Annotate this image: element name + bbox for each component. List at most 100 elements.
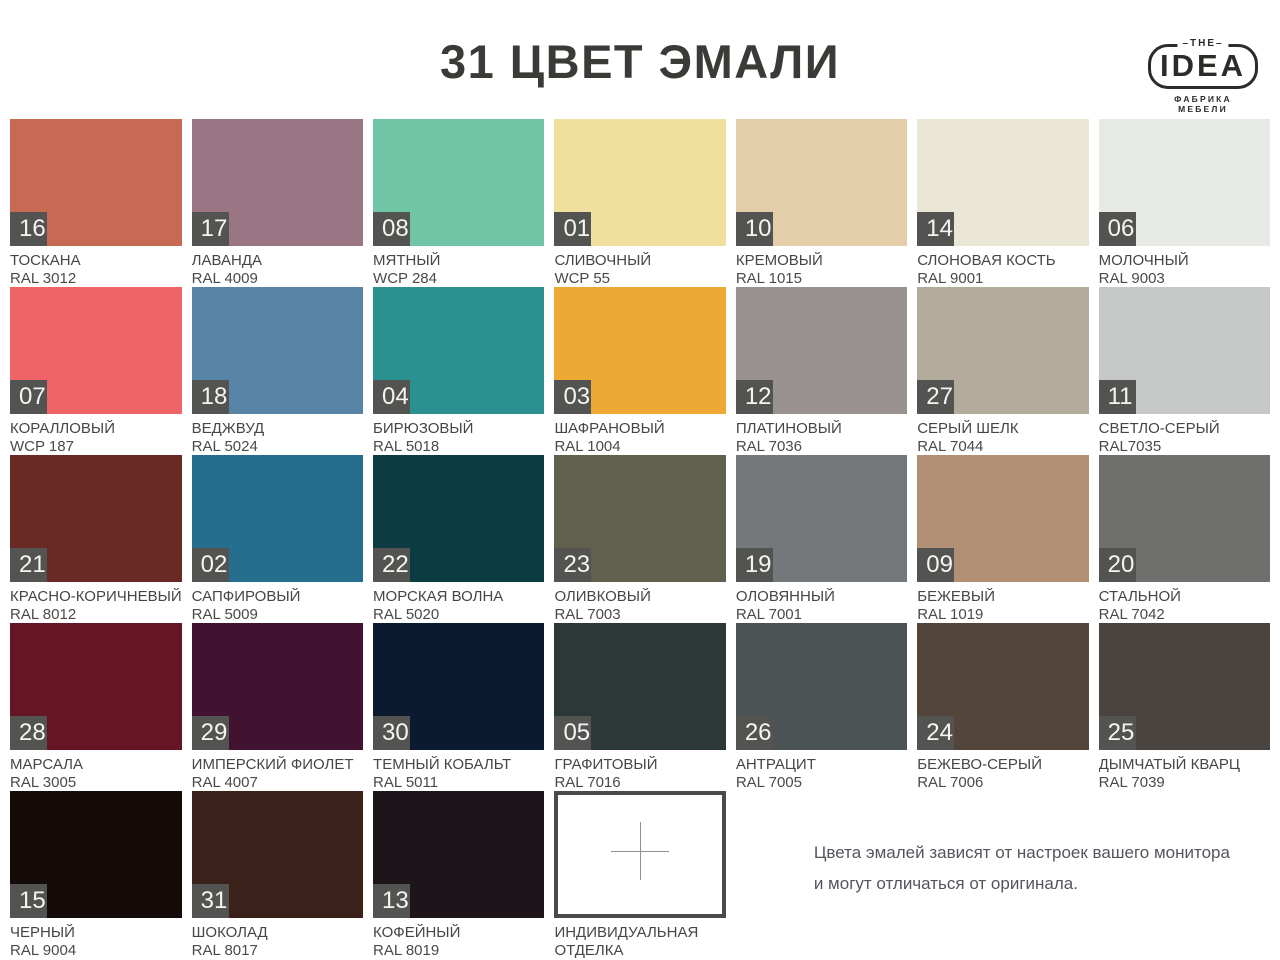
color-swatch-22[interactable]: 22 — [373, 455, 545, 582]
color-swatch-29[interactable]: 29 — [191, 623, 364, 750]
color-swatch-19[interactable]: 19 — [735, 455, 908, 582]
swatch-label: САПФИРОВЫЙ RAL 5009 — [192, 588, 363, 624]
swatch-label: КОФЕЙНЫЙ RAL 8019 — [373, 924, 544, 960]
swatch-number-badge: 24 — [917, 716, 955, 750]
swatch-cell: 12 ПЛАТИНОВЫЙ RAL 7036 — [735, 287, 908, 455]
color-swatch-25[interactable]: 25 — [1098, 623, 1270, 750]
swatch-name: КОФЕЙНЫЙ — [373, 924, 461, 941]
logo-frame: THE IDEA — [1148, 38, 1258, 89]
swatch-cell: 22 МОРСКАЯ ВОЛНА RAL 5020 — [373, 455, 545, 624]
swatch-label: МОЛОЧНЫЙ RAL 9003 — [1099, 252, 1270, 288]
color-swatch-23[interactable]: 23 — [554, 455, 726, 582]
swatch-cell: 15 ЧЕРНЫЙ RAL 9004 — [10, 791, 182, 959]
swatch-code: RAL 1015 — [735, 270, 802, 287]
swatch-name: БЕЖЕВО-СЕРЫЙ — [917, 756, 1042, 773]
swatch-code: RAL 7003 — [554, 606, 621, 623]
swatch-cell: 11 СВЕТЛО-СЕРЫЙ RAL7035 — [1098, 287, 1270, 455]
swatch-name: СЕРЫЙ ШЕЛК — [917, 420, 1019, 437]
color-swatch-15[interactable]: 15 — [10, 791, 182, 918]
swatch-name: ВЕДЖВУД — [191, 420, 265, 437]
swatch-number-badge: 30 — [373, 716, 411, 750]
swatch-code: RAL 7016 — [554, 774, 621, 791]
custom-finish-label-line1: ИНДИВИДУАЛЬНАЯ — [554, 924, 699, 941]
swatch-name: МОРСКАЯ ВОЛНА — [373, 588, 504, 605]
swatch-cell: 16 ТОСКАНА RAL 3012 — [10, 119, 182, 287]
swatch-cell: 24 БЕЖЕВО-СЕРЫЙ RAL 7006 — [917, 623, 1089, 791]
swatch-code: RAL 7039 — [1098, 774, 1165, 791]
swatch-name: СЛИВОЧНЫЙ — [554, 252, 652, 269]
color-swatch-18[interactable]: 18 — [191, 287, 364, 414]
color-swatch-26[interactable]: 26 — [735, 623, 908, 750]
swatch-label: СЛОНОВАЯ КОСТЬ RAL 9001 — [917, 252, 1088, 288]
color-swatch-06[interactable]: 06 — [1098, 119, 1270, 246]
swatch-name: КОРАЛЛОВЫЙ — [10, 420, 115, 437]
color-swatch-16[interactable]: 16 — [10, 119, 182, 246]
swatch-cell: 07 КОРАЛЛОВЫЙ WCP 187 — [10, 287, 182, 455]
swatch-code: WCP 284 — [373, 270, 437, 287]
swatch-code: RAL 3012 — [10, 270, 77, 287]
swatch-cell: 10 КРЕМОВЫЙ RAL 1015 — [735, 119, 908, 288]
swatch-code: RAL 4009 — [191, 270, 258, 287]
color-swatch-20[interactable]: 20 — [1098, 455, 1270, 582]
swatch-name: ГРАФИТОВЫЙ — [554, 756, 658, 773]
swatch-name: СЛОНОВАЯ КОСТЬ — [917, 252, 1056, 269]
swatch-label: КРЕМОВЫЙ RAL 1015 — [736, 252, 907, 288]
color-swatch-09[interactable]: 09 — [917, 455, 1089, 582]
swatch-label: БИРЮЗОВЫЙ RAL 5018 — [373, 420, 544, 456]
swatch-name: БИРЮЗОВЫЙ — [373, 420, 474, 437]
swatch-name: БЕЖЕВЫЙ — [917, 588, 995, 605]
color-swatch-10[interactable]: 10 — [735, 119, 908, 246]
swatch-label: МАРСАЛА RAL 3005 — [10, 756, 182, 792]
swatch-label: МОРСКАЯ ВОЛНА RAL 5020 — [373, 588, 544, 624]
swatch-cell: 14 СЛОНОВАЯ КОСТЬ RAL 9001 — [917, 119, 1089, 288]
color-swatch-17[interactable]: 17 — [191, 119, 364, 246]
logo-the-text: THE — [1177, 38, 1229, 49]
swatch-cell: 20 СТАЛЬНОЙ RAL 7042 — [1098, 455, 1270, 623]
swatch-cell: 31 ШОКОЛАД RAL 8017 — [191, 791, 364, 959]
swatch-cell: 13 КОФЕЙНЫЙ RAL 8019 — [373, 791, 545, 960]
color-swatch-08[interactable]: 08 — [373, 119, 545, 246]
color-swatch-12[interactable]: 12 — [735, 287, 908, 414]
custom-finish-tile[interactable] — [554, 791, 726, 918]
swatch-code: RAL 5018 — [373, 438, 440, 455]
color-swatch-14[interactable]: 14 — [917, 119, 1089, 246]
swatch-label: СЛИВОЧНЫЙ WCP 55 — [554, 252, 725, 288]
color-swatch-28[interactable]: 28 — [10, 623, 182, 750]
color-swatch-03[interactable]: 03 — [554, 287, 726, 414]
swatch-name: КРАСНО-КОРИЧНЕВЫЙ — [10, 588, 182, 605]
color-grid: 16 ТОСКАНА RAL 3012 17 ЛАВАНДА RAL 4009 08 МЯТН… — [10, 119, 1270, 959]
color-swatch-11[interactable]: 11 — [1098, 287, 1270, 414]
color-swatch-21[interactable]: 21 — [10, 455, 182, 582]
swatch-code: RAL 9004 — [10, 942, 77, 959]
swatch-code: RAL 5011 — [373, 774, 439, 791]
swatch-label: СЕРЫЙ ШЕЛК RAL 7044 — [917, 420, 1088, 456]
color-swatch-05[interactable]: 05 — [554, 623, 726, 750]
swatch-code: RAL 7044 — [917, 438, 984, 455]
swatch-cell: 30 ТЕМНЫЙ КОБАЛЬТ RAL 5011 — [373, 623, 545, 791]
swatch-code: RAL 7005 — [735, 774, 802, 791]
swatch-name: СВЕТЛО-СЕРЫЙ — [1098, 420, 1220, 437]
swatch-number-badge: 22 — [373, 548, 411, 582]
color-swatch-24[interactable]: 24 — [917, 623, 1089, 750]
swatch-cell: 09 БЕЖЕВЫЙ RAL 1019 — [917, 455, 1089, 623]
color-swatch-04[interactable]: 04 — [373, 287, 545, 414]
color-swatch-02[interactable]: 02 — [191, 455, 364, 582]
swatch-cell: 04 БИРЮЗОВЫЙ RAL 5018 — [373, 287, 545, 456]
swatch-name: ШАФРАНОВЫЙ — [554, 420, 665, 437]
color-swatch-01[interactable]: 01 — [554, 119, 726, 246]
swatch-number-badge: 10 — [735, 212, 773, 246]
color-swatch-13[interactable]: 13 — [373, 791, 545, 918]
custom-finish-cell: ИНДИВИДУАЛЬНАЯ ОТДЕЛКА — [554, 791, 726, 959]
swatch-name: ШОКОЛАД — [191, 924, 268, 941]
color-swatch-30[interactable]: 30 — [373, 623, 545, 750]
color-swatch-31[interactable]: 31 — [191, 791, 364, 918]
swatch-name: САПФИРОВЫЙ — [191, 588, 301, 605]
swatch-number-badge: 04 — [373, 380, 411, 414]
swatch-cell: 28 МАРСАЛА RAL 3005 — [10, 623, 182, 791]
color-swatch-27[interactable]: 27 — [917, 287, 1089, 414]
swatch-name: ОЛИВКОВЫЙ — [554, 588, 651, 605]
color-swatch-07[interactable]: 07 — [10, 287, 182, 414]
swatch-code: RAL 1004 — [554, 438, 621, 455]
swatch-name: ОЛОВЯННЫЙ — [735, 588, 835, 605]
swatch-name: ЧЕРНЫЙ — [10, 924, 75, 941]
